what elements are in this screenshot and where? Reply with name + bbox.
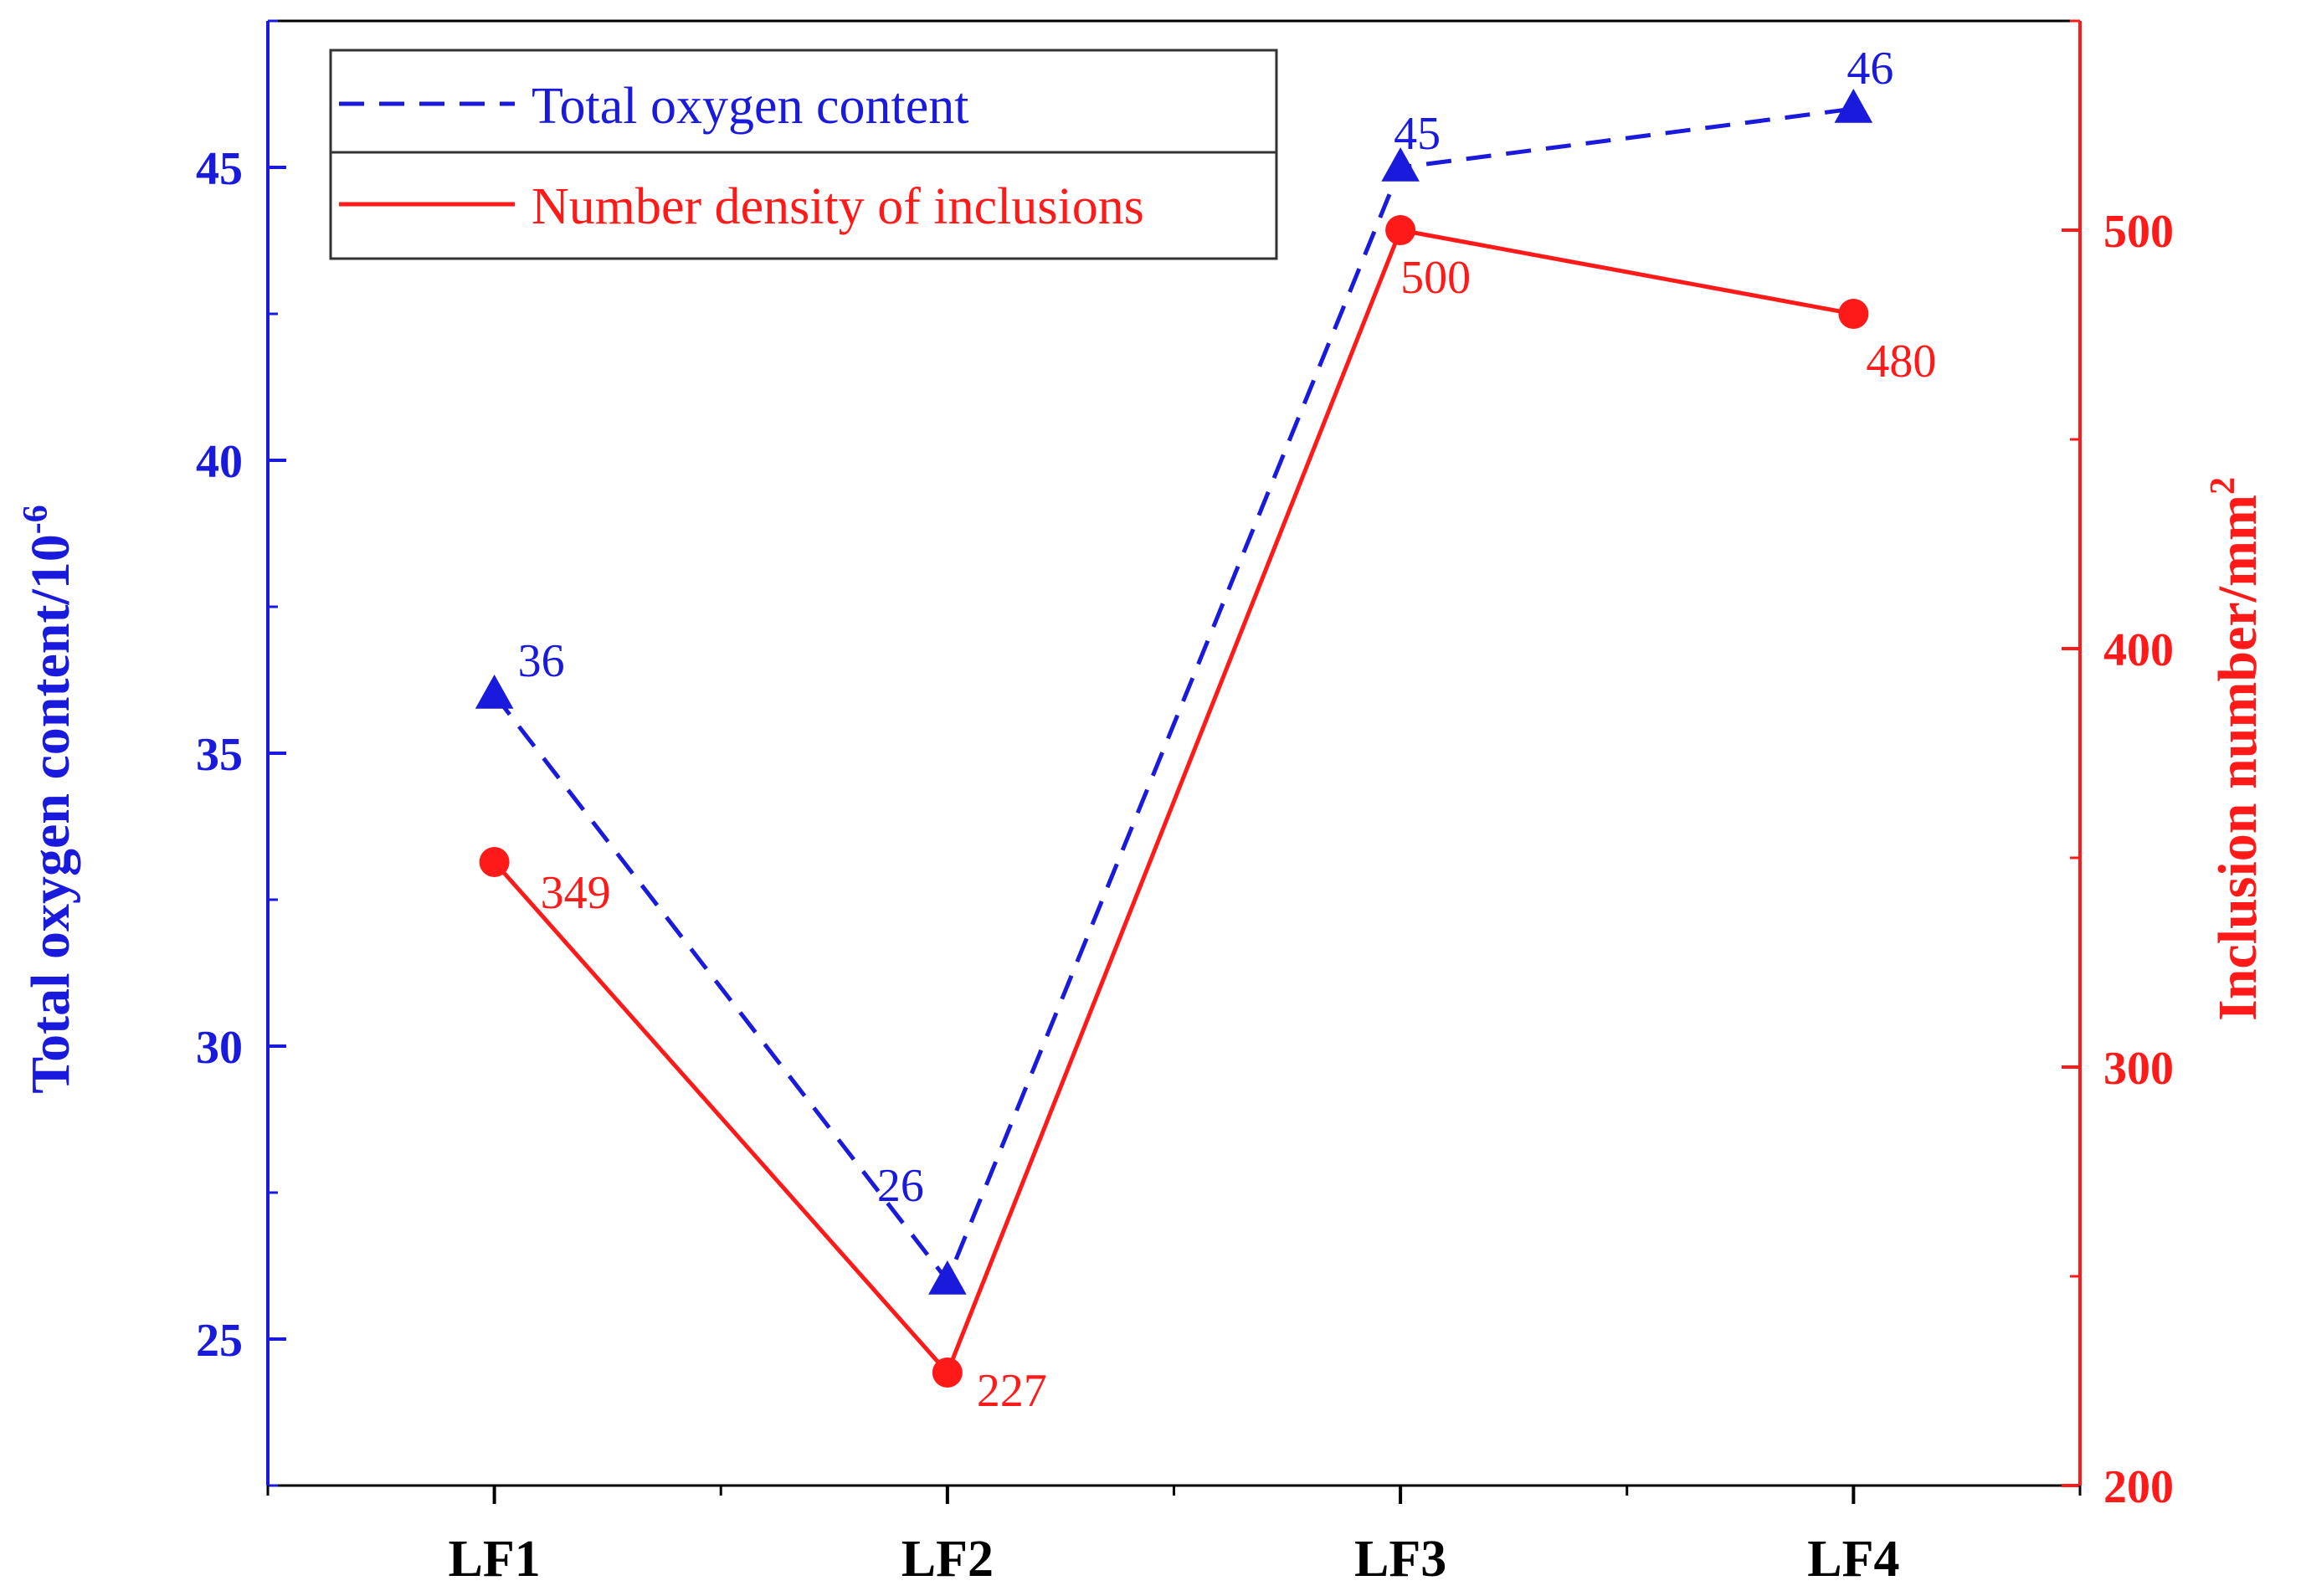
right-tick-label: 400 [2103, 624, 2174, 676]
left-tick-label: 35 [196, 729, 243, 781]
data-label-inclusions: 480 [1866, 336, 1936, 387]
x-tick-label: LF1 [449, 1531, 541, 1588]
point-inclusions [479, 847, 510, 877]
left-tick-label: 40 [196, 436, 243, 488]
left-tick-label: 45 [196, 143, 243, 195]
point-inclusions [932, 1357, 963, 1388]
point-total-oxygen [475, 675, 514, 709]
legend-label-inclusions: Number density of inclusions [532, 178, 1144, 235]
point-inclusions [1385, 215, 1416, 245]
left-tick-label: 30 [196, 1022, 243, 1074]
data-label-total-oxygen: 36 [518, 635, 565, 687]
series-line-inclusions [492, 228, 1854, 1377]
legend: Total oxygen content Number density of i… [329, 49, 1278, 260]
data-label-total-oxygen: 45 [1394, 108, 1441, 160]
point-total-oxygen [1834, 89, 1873, 123]
x-tick-label: LF2 [901, 1531, 994, 1588]
left-tick-label: 25 [196, 1315, 243, 1367]
left-axis-title: Total oxygen content/10-6 [17, 505, 81, 1094]
left-y-axis: 25 30 35 40 45 [196, 19, 286, 1487]
x-tick-label: LF3 [1354, 1531, 1446, 1588]
x-tick-label: LF4 [1807, 1531, 1899, 1588]
data-label-inclusions: 500 [1400, 252, 1471, 304]
right-tick-label: 200 [2103, 1461, 2174, 1513]
point-inclusions [1838, 299, 1869, 329]
point-total-oxygen [1381, 147, 1420, 182]
data-label-inclusions: 349 [541, 867, 611, 919]
series-line-total-oxygen [492, 106, 1854, 1285]
x-axis: LF1 LF2 LF3 LF4 [266, 1486, 2082, 1588]
data-label-total-oxygen: 26 [877, 1160, 924, 1212]
point-total-oxygen [928, 1260, 967, 1295]
legend-box-1 [329, 49, 1278, 154]
data-label-total-oxygen: 46 [1846, 43, 1893, 95]
right-tick-label: 500 [2103, 206, 2174, 258]
right-axis-title: Inclusion number/mm2 [2204, 477, 2268, 1021]
right-y-axis: 200 300 400 500 [2062, 19, 2174, 1513]
data-label-inclusions: 227 [977, 1365, 1047, 1417]
series-layer: 36 26 45 46 349 227 500 480 [475, 43, 1936, 1417]
legend-label-total-oxygen: Total oxygen content [532, 78, 969, 135]
right-tick-label: 300 [2103, 1043, 2174, 1095]
